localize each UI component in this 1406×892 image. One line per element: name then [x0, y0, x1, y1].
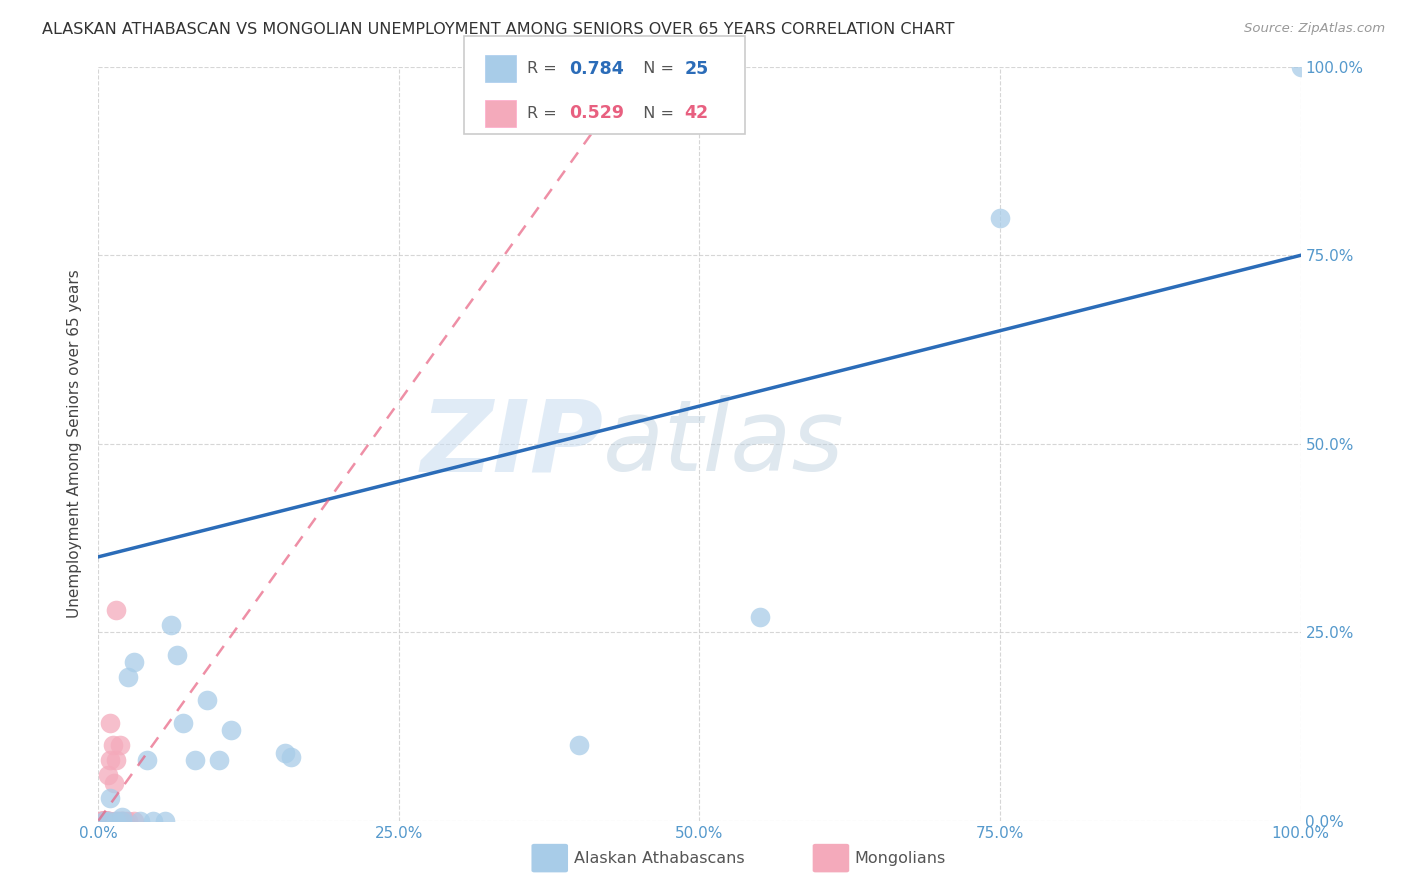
- Point: [98, 814, 121, 828]
- Text: ALASKAN ATHABASCAN VS MONGOLIAN UNEMPLOYMENT AMONG SENIORS OVER 65 YEARS CORRELA: ALASKAN ATHABASCAN VS MONGOLIAN UNEMPLOY…: [42, 22, 955, 37]
- Point: [748, 610, 770, 624]
- Point: [166, 648, 188, 662]
- Point: [111, 810, 134, 824]
- Text: N =: N =: [633, 106, 679, 120]
- Point: [91, 814, 114, 828]
- Point: [183, 753, 205, 767]
- Text: Alaskan Athabascans: Alaskan Athabascans: [574, 851, 744, 865]
- Text: R =: R =: [527, 62, 562, 76]
- Point: [124, 656, 146, 670]
- Text: R =: R =: [527, 106, 562, 120]
- Text: 42: 42: [685, 104, 709, 122]
- Point: [104, 814, 127, 828]
- Point: [94, 814, 117, 828]
- Point: [103, 776, 125, 790]
- Point: [93, 814, 115, 828]
- Text: atlas: atlas: [603, 395, 845, 492]
- Point: [97, 814, 120, 828]
- Point: [172, 715, 194, 730]
- Point: [93, 814, 115, 828]
- Point: [105, 753, 128, 767]
- Point: [105, 814, 128, 828]
- Point: [111, 814, 134, 828]
- Point: [280, 749, 302, 764]
- Point: [208, 753, 231, 767]
- Point: [100, 791, 122, 805]
- Point: [93, 814, 115, 828]
- Point: [107, 814, 129, 828]
- Point: [117, 670, 139, 684]
- Text: Source: ZipAtlas.com: Source: ZipAtlas.com: [1244, 22, 1385, 36]
- Text: 0.784: 0.784: [569, 60, 624, 78]
- Point: [108, 814, 131, 828]
- Text: 25: 25: [685, 60, 709, 78]
- Y-axis label: Unemployment Among Seniors over 65 years: Unemployment Among Seniors over 65 years: [67, 269, 83, 618]
- Point: [100, 753, 122, 767]
- Point: [111, 814, 134, 828]
- Point: [141, 814, 163, 828]
- Point: [94, 814, 117, 828]
- Text: N =: N =: [633, 62, 679, 76]
- Point: [100, 715, 122, 730]
- Point: [111, 814, 134, 828]
- Point: [195, 693, 218, 707]
- Point: [274, 746, 297, 760]
- Point: [97, 768, 120, 782]
- Point: [98, 814, 121, 828]
- Point: [91, 814, 114, 828]
- Point: [1289, 60, 1312, 74]
- Point: [96, 814, 118, 828]
- Point: [114, 814, 136, 828]
- Point: [89, 814, 111, 828]
- Point: [94, 814, 117, 828]
- Point: [159, 617, 181, 632]
- Point: [96, 814, 118, 828]
- Point: [93, 814, 115, 828]
- Point: [91, 814, 114, 828]
- Point: [91, 814, 114, 828]
- Point: [117, 814, 139, 828]
- Point: [105, 602, 128, 616]
- Point: [96, 814, 118, 828]
- Text: 0.529: 0.529: [569, 104, 624, 122]
- Point: [124, 814, 146, 828]
- Point: [108, 739, 131, 753]
- Point: [94, 814, 117, 828]
- Point: [101, 739, 124, 753]
- Point: [91, 814, 114, 828]
- Point: [91, 814, 114, 828]
- Point: [90, 814, 112, 828]
- Text: Mongolians: Mongolians: [855, 851, 946, 865]
- Point: [93, 814, 115, 828]
- Point: [568, 739, 591, 753]
- Text: ZIP: ZIP: [420, 395, 603, 492]
- Point: [97, 814, 120, 828]
- Point: [90, 814, 112, 828]
- Point: [135, 753, 157, 767]
- Point: [153, 814, 176, 828]
- Point: [129, 814, 152, 828]
- Point: [988, 211, 1011, 225]
- Point: [93, 814, 115, 828]
- Point: [97, 814, 120, 828]
- Point: [91, 814, 114, 828]
- Point: [219, 723, 242, 738]
